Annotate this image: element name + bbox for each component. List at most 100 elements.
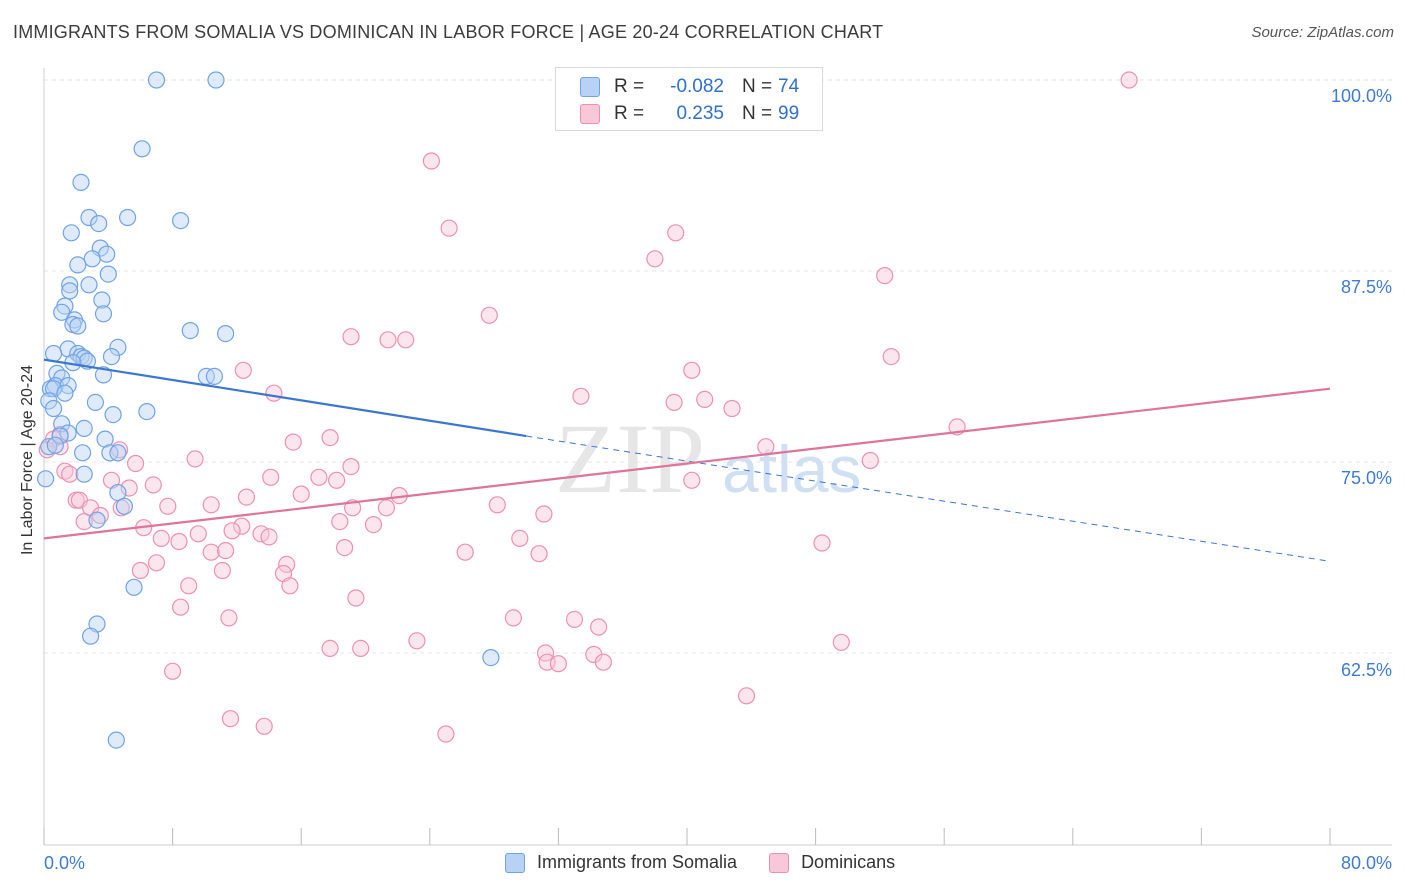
dominicans-point: [882, 348, 900, 366]
dominicans-point: [535, 505, 553, 523]
somalia-point: [94, 305, 113, 323]
legend-item-somalia[interactable]: Immigrants from Somalia: [505, 852, 737, 873]
watermark-atlas: atlas: [722, 432, 861, 506]
dominicans-point: [408, 632, 426, 650]
dominicans-point: [164, 662, 182, 680]
somalia-point: [98, 245, 116, 263]
somalia-point: [86, 393, 105, 411]
somalia-point: [53, 303, 71, 321]
dominicans-point: [262, 468, 280, 486]
dominicans-point: [189, 525, 207, 543]
dominicans-point: [331, 512, 349, 531]
dominicans-point: [223, 522, 241, 540]
y-tick-100: 100.0%: [1330, 86, 1392, 106]
axes: [43, 68, 1392, 846]
source-label: Source: ZipAtlas.com: [1251, 24, 1394, 41]
dominicans-point: [565, 610, 584, 629]
dominicans-point: [292, 485, 310, 503]
dominicans-point: [310, 468, 328, 486]
somalia-trend-line: [43, 358, 527, 438]
dominicans-point: [342, 328, 360, 346]
dominicans-point: [646, 250, 664, 268]
y-tick-75: 75.0%: [1340, 468, 1392, 488]
series-legend: Immigrants from Somalia Dominicans: [505, 852, 927, 873]
dominicans-point: [202, 496, 220, 514]
somalia-point: [40, 438, 58, 456]
dominicans-point: [221, 710, 240, 728]
dominicans-point: [152, 529, 170, 548]
dominicans-point: [667, 224, 685, 242]
somalia-point: [104, 406, 122, 424]
dominicans-point: [180, 577, 198, 595]
dominicans-point: [347, 589, 365, 607]
dominicans-point: [159, 497, 177, 515]
somalia-point: [118, 208, 137, 227]
dominicans-point: [172, 598, 190, 616]
dominicans-point: [397, 331, 415, 349]
somalia-point: [44, 344, 63, 363]
somalia-point: [69, 317, 87, 335]
somalia-point: [51, 427, 69, 445]
y-tick-87-5: 87.5%: [1340, 277, 1392, 297]
somalia-point: [109, 338, 127, 356]
legend-item-dominicans[interactable]: Dominicans: [769, 852, 895, 873]
dominicans-point: [321, 639, 339, 658]
dominicans-point: [696, 390, 714, 408]
somalia-point: [61, 276, 79, 294]
somalia-point: [138, 403, 156, 421]
gridlines: [44, 79, 1392, 654]
somalia-point: [75, 465, 93, 483]
watermark: ZIP atlas: [555, 403, 861, 514]
dominicans-point: [131, 561, 149, 580]
r-label: R =: [614, 76, 645, 97]
somalia-point: [99, 265, 117, 283]
dominicans-point: [255, 717, 273, 735]
dominicans-point: [278, 555, 296, 574]
dominicans-point: [379, 331, 397, 349]
dominicans-point: [440, 219, 458, 237]
dominicans-point: [260, 528, 278, 546]
dominicans-point: [75, 512, 93, 531]
dominicans-point: [504, 609, 523, 627]
somalia-swatch: [580, 77, 600, 97]
r-value: 0.235: [676, 103, 724, 124]
somalia-point: [80, 276, 98, 294]
somalia-swatch: [505, 852, 525, 873]
watermark-zip: ZIP: [555, 403, 705, 514]
dominicans-point: [61, 465, 79, 483]
legend-label: Dominicans: [801, 852, 896, 872]
somalia-point: [88, 511, 106, 529]
somalia-point: [107, 731, 125, 749]
dominicans-point: [589, 618, 608, 636]
dominicans-point: [342, 458, 360, 476]
dominicans-point: [723, 399, 741, 418]
dominicans-point: [813, 534, 831, 552]
dominicans-point: [147, 554, 166, 572]
dominicans-point: [144, 476, 162, 494]
dominicans-point: [110, 441, 129, 459]
dominicans-point: [234, 361, 252, 379]
somalia-point: [80, 208, 98, 227]
dominicans-point: [683, 361, 701, 379]
somalia-point: [482, 648, 500, 667]
somalia-point: [133, 140, 151, 158]
somalia-point: [75, 419, 93, 437]
somalia-point: [44, 399, 63, 418]
dominicans-point: [480, 306, 498, 324]
dominicans-point: [284, 433, 302, 451]
somalia-point: [205, 367, 223, 385]
dominicans-point: [237, 488, 256, 506]
somalia-point: [36, 470, 55, 488]
somalia-point: [56, 384, 74, 402]
legend-row-somalia: R = -0.082 N = 74: [580, 74, 799, 100]
somalia-point: [69, 256, 87, 274]
dominicans-point: [1120, 71, 1138, 89]
somalia-point: [94, 366, 113, 384]
n-value: 74: [778, 76, 800, 97]
dominicans-point: [91, 506, 109, 525]
dominicans-swatch: [580, 104, 600, 124]
dominicans-point: [56, 462, 74, 480]
dominicans-point: [170, 532, 188, 551]
dominicans-point: [213, 561, 231, 580]
dominicans-point: [594, 653, 613, 671]
